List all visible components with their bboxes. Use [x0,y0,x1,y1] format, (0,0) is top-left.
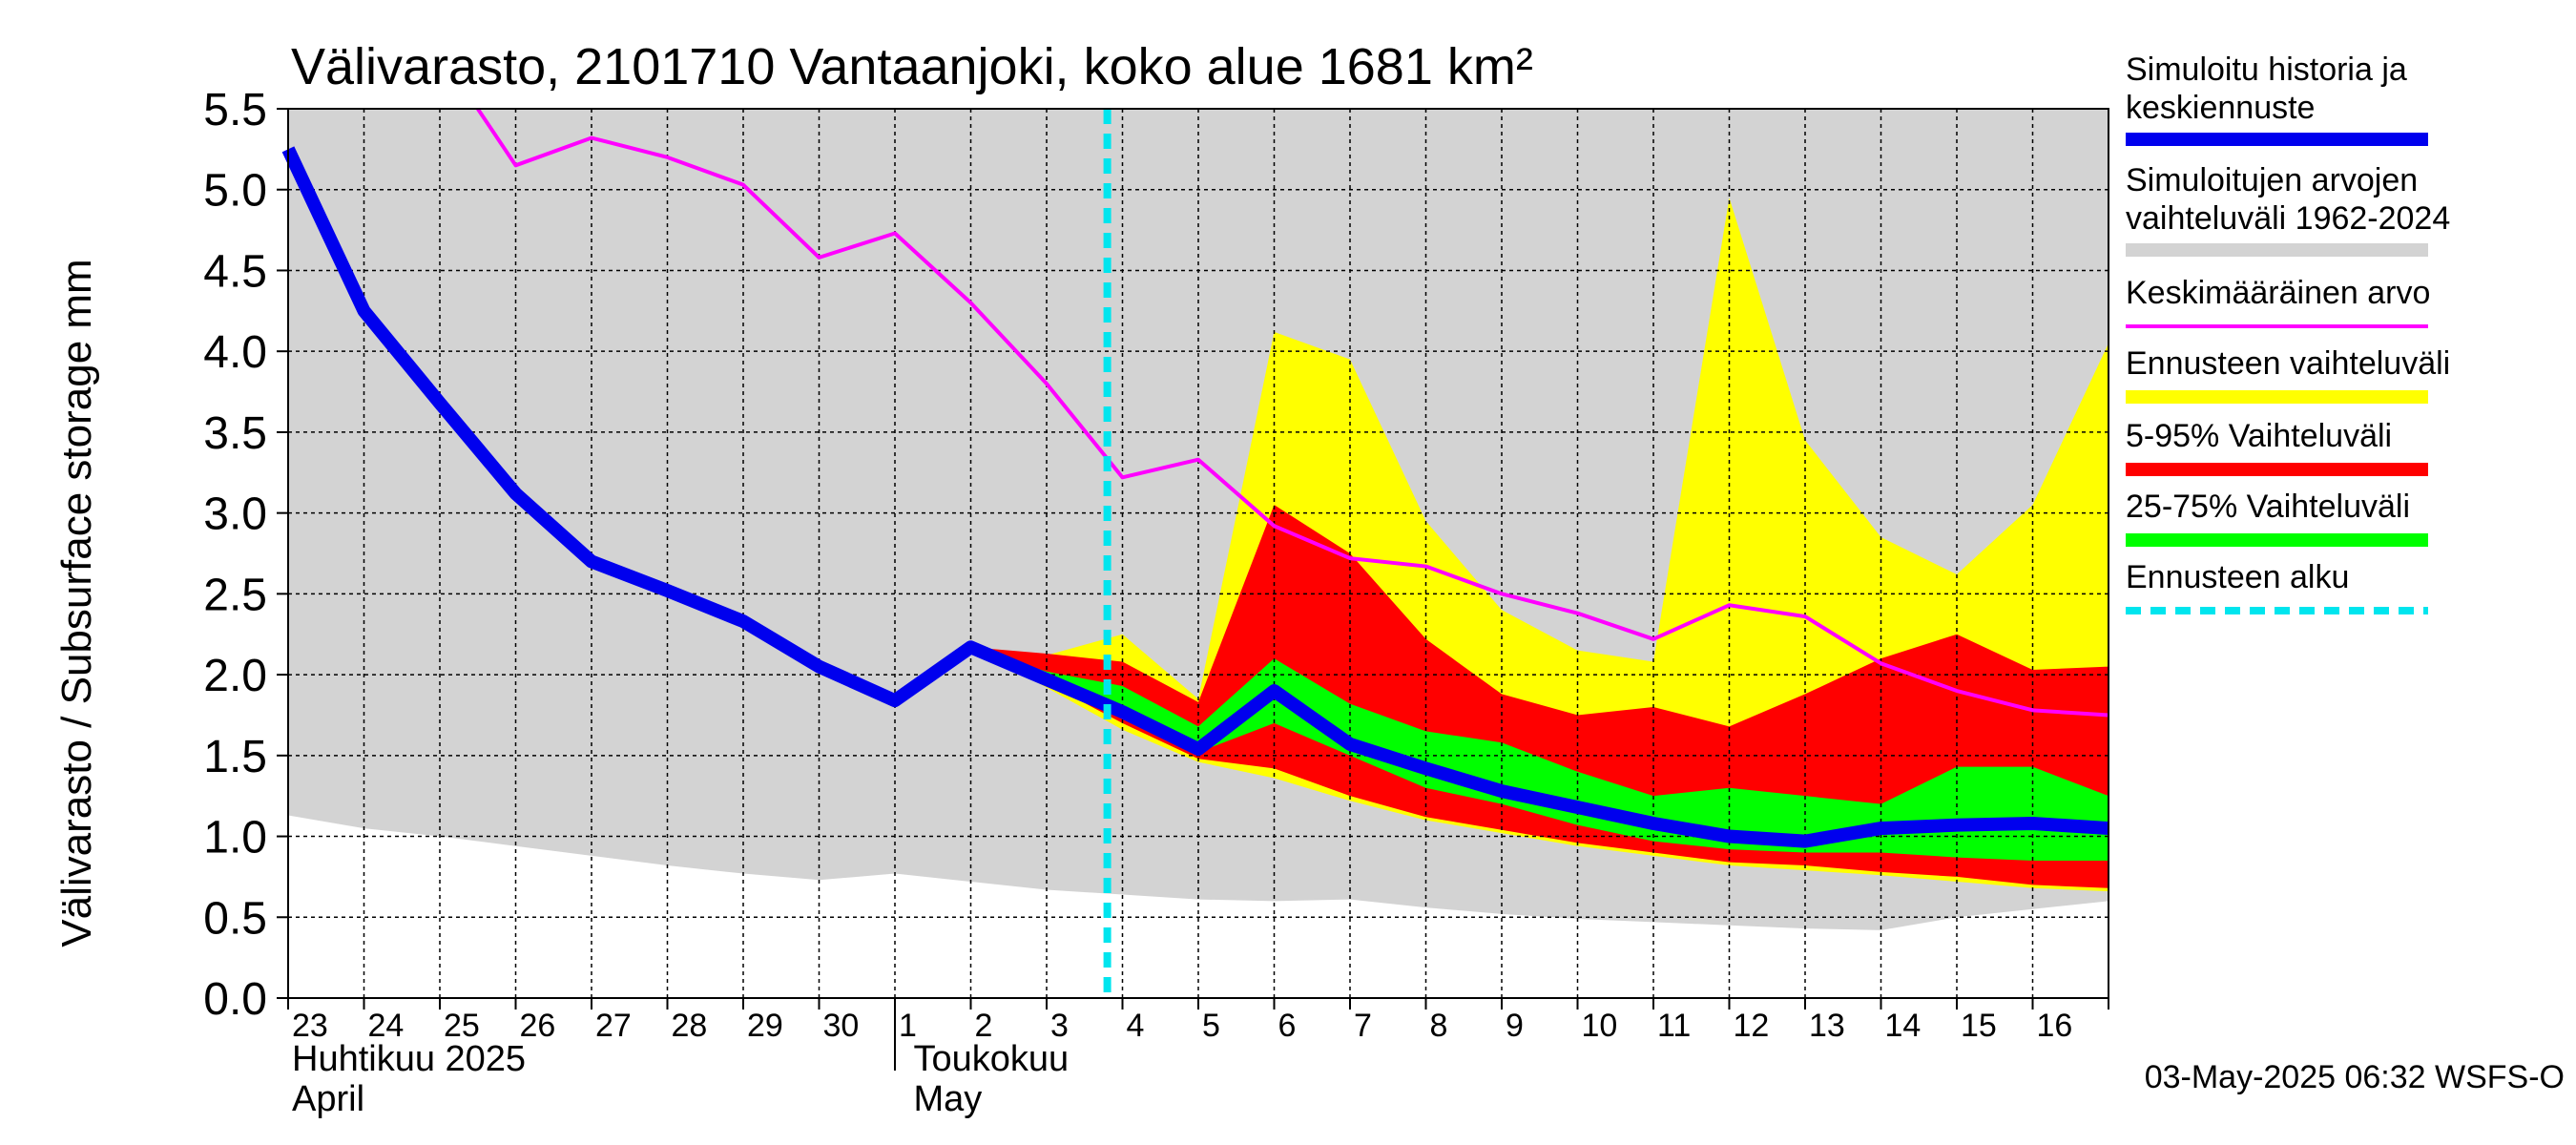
legend-label: Simuloitujen arvojen [2126,162,2418,198]
x-tick-label: 4 [1127,1008,1145,1044]
x-tick-label: 30 [823,1008,860,1044]
x-tick-label: 10 [1582,1008,1618,1044]
y-tick-label: 2.0 [203,651,267,701]
month-label-english: May [914,1079,983,1119]
plot-area [281,107,2109,998]
y-tick-label: 1.5 [203,732,267,782]
y-tick-label: 2.5 [203,570,267,620]
axes: 0.00.51.01.52.02.53.03.54.04.55.05.523 24… [203,85,2109,1119]
legend-label: 5-95% Vaihteluväli [2126,418,2392,454]
legend-label: Simuloitu historia ja [2126,52,2407,88]
y-tick-label: 4.0 [203,327,267,378]
x-tick-label: 8 [1430,1008,1448,1044]
legend-label: Keskimääräinen arvo [2126,275,2430,311]
y-tick-label: 1.0 [203,813,267,864]
legend-label: Ennusteen alku [2126,559,2349,595]
y-tick-label: 4.5 [203,246,267,297]
x-tick-label: 29 [747,1008,783,1044]
legend-label: vaihteluväli 1962-2024 [2126,200,2450,237]
x-tick-label: 23 [292,1008,328,1044]
x-tick-label: 2 [975,1008,993,1044]
chart-title: Välivarasto, 2101710 Vantaanjoki, koko a… [291,38,1533,95]
y-tick-label: 5.5 [203,85,267,135]
x-tick-label: 27 [595,1008,632,1044]
x-tick-label: 24 [368,1008,405,1044]
timestamp-footer: 03-May-2025 06:32 WSFS-O [2145,1059,2565,1095]
legend-label: keskiennuste [2126,90,2315,126]
y-tick-label: 5.0 [203,166,267,217]
x-tick-label: 6 [1278,1008,1297,1044]
x-tick-label: 1 [899,1008,917,1044]
month-label-finnish: Huhtikuu 2025 [292,1039,526,1079]
x-tick-label: 16 [2037,1008,2073,1044]
x-tick-label: 7 [1354,1008,1372,1044]
y-axis-label: Välivarasto / Subsurface storage mm [53,259,100,947]
month-label-english: April [292,1079,364,1119]
x-tick-label: 3 [1050,1008,1069,1044]
x-tick-label: 28 [672,1008,708,1044]
forecast-5-95-band [970,505,2109,888]
x-tick-label: 14 [1885,1008,1922,1044]
y-tick-label: 3.0 [203,489,267,540]
x-tick-label: 13 [1809,1008,1845,1044]
y-tick-label: 0.5 [203,893,267,944]
month-label-finnish: Toukokuu [914,1039,1070,1079]
x-tick-label: 15 [1961,1008,1997,1044]
x-tick-label: 12 [1734,1008,1770,1044]
y-tick-label: 3.5 [203,408,267,459]
simulated-history-forecast-line [281,146,2109,848]
x-tick-label: 5 [1202,1008,1220,1044]
x-tick-label: 11 [1657,1008,1691,1044]
x-tick-label: 9 [1506,1008,1524,1044]
x-tick-label: 26 [520,1008,556,1044]
legend-label: Ennusteen vaihteluväli [2126,345,2450,382]
legend-label: 25-75% Vaihteluväli [2126,489,2410,525]
x-tick-label: 25 [444,1008,480,1044]
y-tick-label: 0.0 [203,974,267,1025]
mean-value-line [476,107,2109,718]
